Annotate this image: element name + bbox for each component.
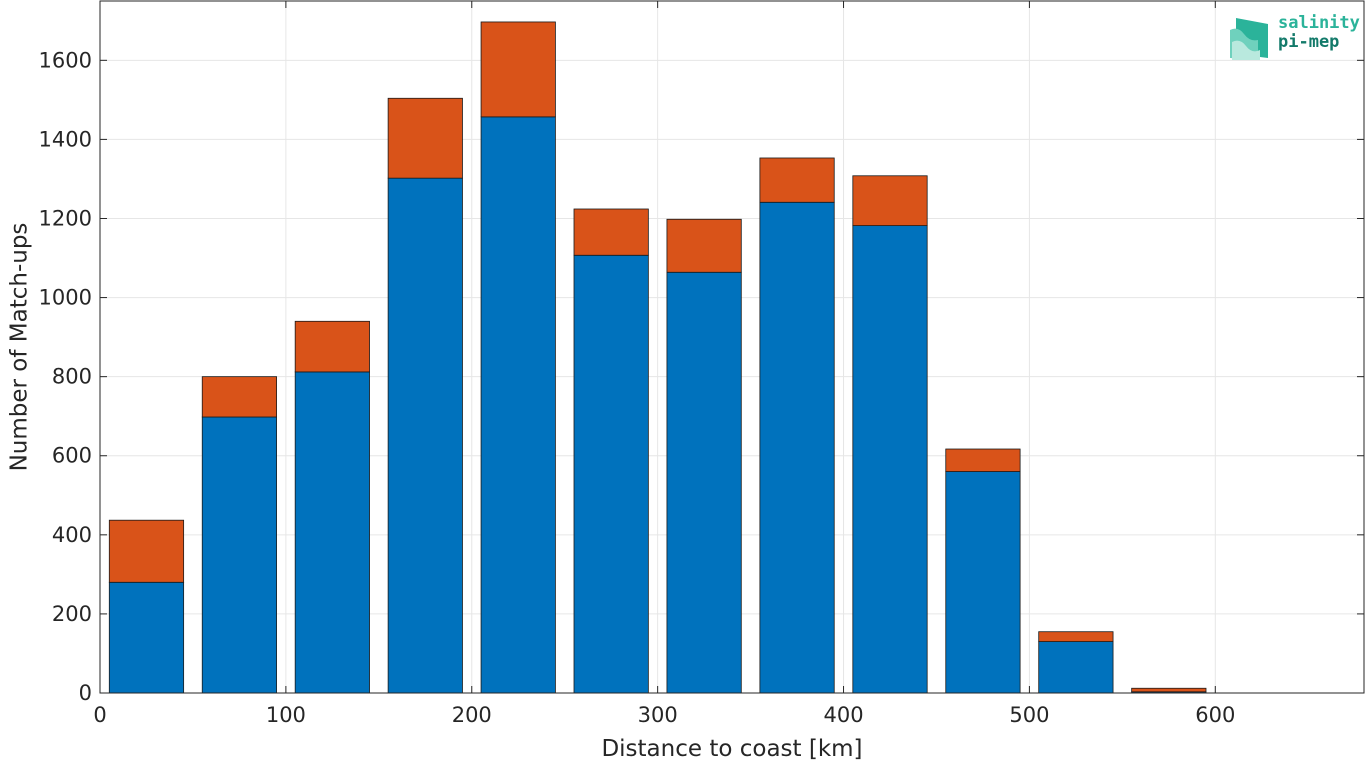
y-tick-label: 1400: [39, 127, 92, 151]
y-tick-label: 400: [52, 523, 92, 547]
bar-series-1: [1038, 641, 1114, 694]
x-tick-label: 400: [823, 703, 863, 727]
bar-series-2: [201, 376, 277, 418]
salinity-pi-mep-logo: salinity pi-mep: [1228, 14, 1360, 64]
y-tick-label: 1000: [39, 286, 92, 310]
y-tick-label: 800: [52, 365, 92, 389]
y-tick-label: 1600: [39, 48, 92, 72]
axes-box: [99, 0, 1365, 694]
bar-series-2: [108, 519, 185, 583]
x-tick-labels: 0 100 200 300 400 500 600: [93, 703, 1235, 727]
bar-series-2: [852, 175, 928, 227]
bar-series-1: [945, 471, 1021, 694]
logo-waves-icon: [1230, 18, 1268, 60]
bar-series-1: [294, 371, 370, 694]
y-tick-labels: 0 200 400 600 800 1000 1200 1400 1600: [39, 48, 92, 705]
y-axis-label: Number of Match-ups: [7, 223, 33, 472]
bar-series-2: [1038, 631, 1114, 642]
bar-series-2: [480, 21, 556, 118]
bar-series-1: [201, 416, 277, 694]
x-tick-label: 600: [1195, 703, 1235, 727]
bar-series-1: [759, 201, 835, 694]
x-tick-label: 300: [638, 703, 678, 727]
bar-series-1: [666, 271, 742, 694]
bar-series-2: [1131, 687, 1207, 693]
y-tick-label: 200: [52, 602, 92, 626]
ticks: [99, 1, 1364, 694]
x-tick-label: 0: [93, 703, 106, 727]
y-tick-label: 1200: [39, 206, 92, 230]
logo-line-2: pi-mep: [1278, 32, 1340, 52]
x-axis-label: Distance to coast [km]: [601, 736, 862, 761]
bars: [108, 21, 1207, 694]
bar-series-2: [666, 218, 742, 273]
bar-series-2: [759, 157, 835, 203]
y-tick-label: 600: [52, 444, 92, 468]
bar-series-1: [387, 177, 463, 694]
bar-series-1: [108, 581, 185, 694]
x-tick-label: 200: [452, 703, 492, 727]
y-tick-label: 0: [79, 681, 92, 705]
x-tick-label: 500: [1009, 703, 1049, 727]
bar-series-1: [480, 116, 556, 694]
bar-series-2: [945, 448, 1021, 472]
logo-line-1: salinity: [1278, 13, 1360, 33]
x-tick-label: 100: [266, 703, 306, 727]
bar-series-1: [852, 225, 928, 694]
bar-series-2: [573, 208, 649, 256]
bar-series-1: [573, 254, 649, 694]
bar-series-2: [294, 320, 370, 373]
bar-series-2: [387, 97, 463, 179]
